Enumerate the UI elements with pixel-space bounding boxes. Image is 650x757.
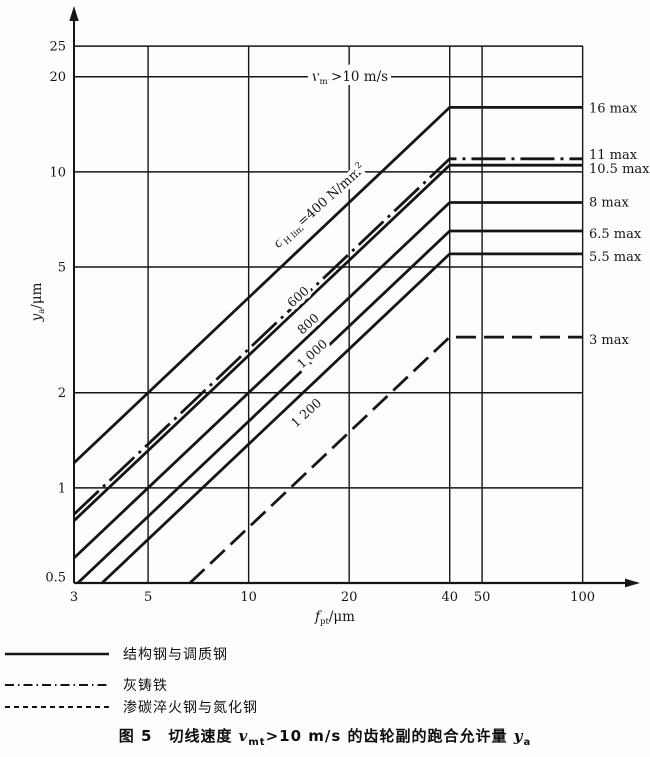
legend-line-sample-solid [5, 652, 109, 656]
line-label-sigma-600: 600 [284, 283, 312, 310]
x-tick-5: 5 [144, 590, 152, 605]
y-tick-1: 1 [58, 481, 66, 496]
line-label-sigma-800: 800 [294, 310, 322, 337]
cutoff-label-sigma-600: 10.5 max [589, 162, 650, 177]
caption-y-symbol: y [513, 727, 524, 745]
caption-y-subscript: a [523, 737, 532, 748]
legend-label: 灰铸铁 [123, 678, 168, 694]
series-lines [73, 106, 583, 585]
y-tick-25: 25 [49, 40, 66, 55]
series-line-carburized-nitrided-steel [188, 335, 583, 585]
y-tick-2: 2 [58, 386, 66, 401]
x-axis-title: fpt/μm [314, 609, 355, 627]
y-tick-20: 20 [49, 70, 66, 85]
figure-number: 图 5 [118, 727, 153, 745]
series-line-sigma-1000 [76, 229, 583, 585]
cutoff-label-gray-cast-iron: 11 max [589, 148, 638, 163]
cutoff-label-sigma-400-structural-steel: 16 max [589, 101, 638, 116]
y-tick-5: 5 [58, 261, 66, 276]
x-tick-100: 100 [570, 590, 595, 605]
series-line-sigma-1200 [101, 252, 583, 585]
series-line-sigma-600 [73, 163, 583, 522]
line-label-sigma-1000: 1 000 [294, 336, 331, 371]
cutoff-label-sigma-1000: 6.5 max [589, 227, 642, 242]
cutoff-label-sigma-1200: 5.5 max [589, 250, 642, 265]
axes [69, 6, 640, 588]
y-axis-title: ya/μm [29, 282, 47, 322]
x-tick-20: 20 [341, 590, 358, 605]
series-line-gray-cast-iron [73, 157, 583, 516]
y-axis-arrow-icon [69, 6, 79, 21]
figure-caption: 图 5 切线速度 vmt>10 m/s 的齿轮副的跑合允许量 ya [0, 725, 650, 748]
caption-text-2: >10 m/s 的齿轮副的跑合允许量 [265, 727, 514, 745]
legend-item-solid: 结构钢与调质钢 [4, 646, 258, 663]
sigma-400-annotation: σH lim=400 N/mm2 [270, 160, 370, 253]
legend-label: 渗碳淬火钢与氮化钢 [123, 700, 258, 716]
x-tick-3: 3 [70, 590, 78, 605]
gridlines [74, 45, 584, 583]
caption-v-symbol: v [238, 727, 249, 745]
y-tick-0.5: 0.5 [45, 571, 66, 586]
x-tick-10: 10 [240, 590, 257, 605]
cutoff-label-sigma-800: 8 max [589, 195, 629, 210]
legend-label: 结构钢与调质钢 [123, 647, 228, 663]
series-line-sigma-400-structural-steel [73, 106, 583, 464]
legend-item-dashdot: 灰铸铁 [4, 677, 258, 694]
series-line-sigma-800 [73, 201, 583, 560]
legend-item-dashed: 渗碳淬火钢与氮化钢 [4, 699, 258, 716]
y-tick-10: 10 [49, 165, 66, 180]
caption-v-subscript: mt [248, 737, 266, 748]
legend-line-sample-dashed [5, 706, 109, 708]
legend: 结构钢与调质钢 灰铸铁渗碳淬火钢与氮化钢 [4, 646, 258, 716]
x-tick-50: 50 [474, 590, 491, 605]
cutoff-label-carburized-nitrided-steel: 3 max [589, 333, 629, 348]
x-tick-40: 40 [441, 590, 458, 605]
x-axis-arrow-icon [625, 578, 640, 588]
legend-line-sample-dashdot [5, 684, 109, 686]
speed-annotation: vmt>10 m/s [312, 69, 388, 87]
caption-text-1: 切线速度 [168, 727, 239, 745]
